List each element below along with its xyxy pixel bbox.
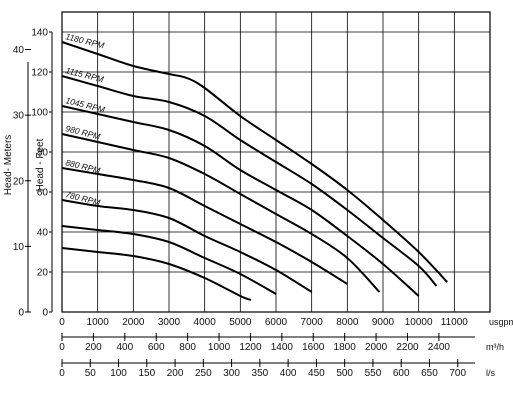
ls-tick-label: 550 [365, 368, 382, 379]
ls-tick-label: 150 [138, 368, 155, 379]
m3h-tick-label: 400 [116, 342, 133, 353]
curve-series-3 [61, 133, 381, 293]
meters-tick-label: 0 [18, 308, 24, 319]
feet-tick-label: 0 [42, 308, 48, 319]
m3h-tick-label: 1400 [271, 342, 294, 353]
meters-tick-label: 40 [13, 45, 25, 56]
usgpm-tick-label: 4000 [194, 317, 217, 328]
ls-tick-label: 700 [449, 368, 466, 379]
feet-tick-label: 20 [37, 268, 49, 279]
curve-series-1 [61, 75, 438, 287]
usgpm-tick-label: 2000 [122, 317, 145, 328]
ls-tick-label: 0 [59, 368, 65, 379]
feet-tick-label: 120 [31, 68, 48, 79]
ls-tick-label: 50 [85, 368, 97, 379]
curve-series-0 [61, 41, 448, 283]
ls-tick-label: 600 [393, 368, 410, 379]
m3h-tick-label: 600 [148, 342, 165, 353]
ls-unit-label: l/s [486, 368, 496, 378]
usgpm-tick-label: 11000 [441, 317, 469, 328]
ls-tick-label: 200 [167, 368, 184, 379]
usgpm-tick-label: 9000 [372, 317, 395, 328]
usgpm-tick-label: 5000 [229, 317, 252, 328]
usgpm-tick-label: 6000 [265, 317, 288, 328]
curve-series-7 [61, 247, 252, 301]
meters-axis-title: Head- Meters [3, 135, 14, 196]
ls-tick-label: 500 [336, 368, 353, 379]
usgpm-tick-label: 0 [59, 317, 65, 328]
ls-tick-label: 300 [223, 368, 240, 379]
usgpm-tick-label: 10000 [405, 317, 433, 328]
usgpm-tick-label: 1000 [87, 317, 110, 328]
m3h-tick-label: 800 [179, 342, 196, 353]
ls-tick-label: 650 [421, 368, 438, 379]
usgpm-unit-label: usgpm [489, 317, 513, 327]
m3h-tick-label: 0 [59, 342, 65, 353]
m3h-tick-label: 1000 [208, 342, 231, 353]
m3h-tick-label: 1800 [334, 342, 357, 353]
ls-tick-label: 350 [252, 368, 269, 379]
m3h-unit-label: m³/h [486, 342, 504, 352]
curve-series-4 [61, 167, 348, 285]
meters-tick-label: 20 [13, 176, 25, 187]
m3h-tick-label: 2200 [396, 342, 419, 353]
m3h-tick-label: 1600 [302, 342, 325, 353]
m3h-tick-label: 2000 [365, 342, 388, 353]
curve-series-6 [61, 225, 277, 295]
m3h-tick-label: 2400 [428, 342, 451, 353]
ls-tick-label: 450 [308, 368, 325, 379]
usgpm-tick-label: 7000 [301, 317, 324, 328]
feet-tick-label: 140 [31, 28, 48, 39]
feet-tick-label: 100 [31, 108, 48, 119]
feet-tick-label: 60 [37, 188, 49, 199]
curve-series-5 [61, 199, 313, 293]
m3h-tick-label: 1200 [239, 342, 262, 353]
ls-tick-label: 100 [110, 368, 127, 379]
feet-tick-label: 40 [37, 228, 49, 239]
feet-axis-title: Head - Feet [35, 138, 46, 191]
ls-tick-label: 250 [195, 368, 212, 379]
meters-tick-label: 30 [13, 111, 25, 122]
meters-tick-label: 10 [13, 242, 25, 253]
ls-tick-label: 400 [280, 368, 297, 379]
usgpm-tick-label: 3000 [158, 317, 181, 328]
feet-tick-label: 80 [37, 148, 49, 159]
m3h-tick-label: 200 [85, 342, 102, 353]
curve-series-2 [61, 105, 420, 297]
usgpm-tick-label: 8000 [336, 317, 359, 328]
